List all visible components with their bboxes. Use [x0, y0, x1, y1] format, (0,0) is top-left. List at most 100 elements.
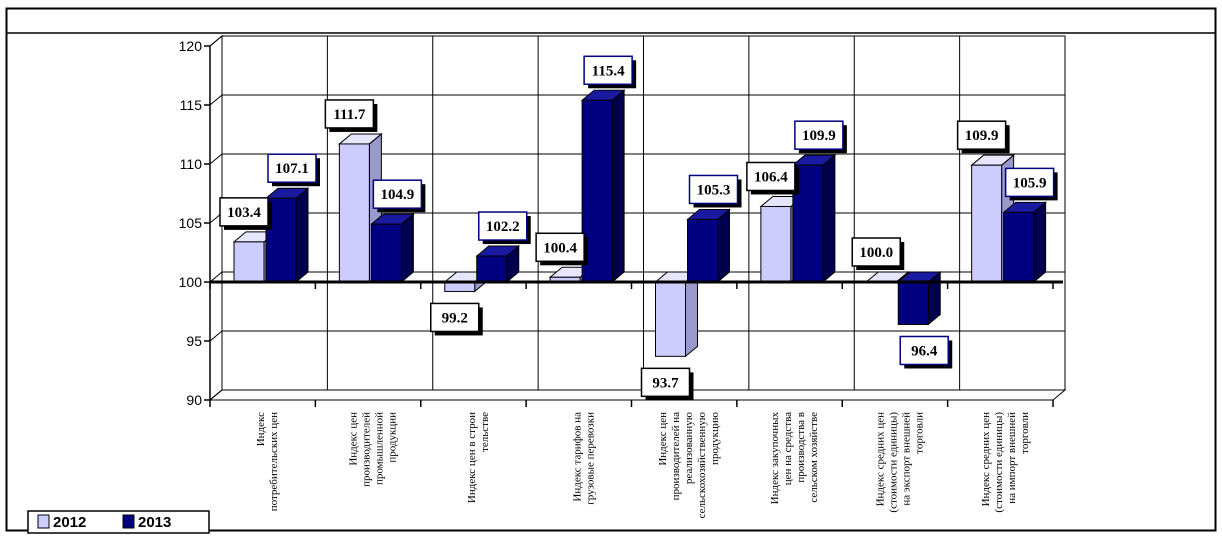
category-label: Индекс тарифов на грузовые перевозки [571, 412, 596, 505]
legend: 2012 2013 [27, 510, 210, 534]
bar-side [611, 89, 625, 284]
data-label-2012: 109.9 [956, 120, 1010, 154]
gridline-side [209, 389, 223, 401]
bar-2012 [654, 270, 699, 358]
data-label-2012: 99.2 [430, 302, 483, 336]
gridline-side [209, 153, 223, 165]
plot-area: 90 95 100 105 110 115 120 103.4 107.1 111.7 104.9 9… [179, 34, 1067, 518]
bar-2013 [896, 270, 942, 326]
legend-box [27, 510, 210, 534]
category-label-line: тельстве [479, 412, 491, 452]
bar-2013 [369, 213, 415, 284]
bar-2013 [791, 154, 837, 284]
data-label-2013: 107.1 [267, 153, 320, 187]
category-label: Индекс цен производителей промышленной прод… [348, 412, 399, 487]
data-label: 115.4 [592, 63, 625, 79]
category-label-line: Индекс тарифов на [571, 412, 583, 502]
bar-2013 [1002, 201, 1048, 284]
data-label-box [324, 99, 375, 129]
bar-2013 [264, 187, 310, 284]
y-tick-label: 95 [186, 333, 202, 349]
category-label-line: производства в [795, 412, 807, 483]
category-label-line: на импорт внешней [1006, 412, 1018, 504]
category-label-line: Индекс цен [657, 412, 669, 466]
data-label: 96.4 [911, 343, 938, 359]
category-label: Индекс закупочных цен на средства производ… [769, 412, 820, 505]
data-label-2013: 102.2 [478, 211, 531, 245]
y-tick-label: 110 [180, 156, 203, 172]
category-label-line: (стоимости единицы) [887, 412, 899, 513]
category-label-line: промышленной [374, 412, 386, 485]
category-label-line: грузовые перевозки [584, 412, 596, 505]
bar-front [476, 255, 508, 283]
y-tick-label: 120 [179, 38, 203, 54]
data-label-box [583, 55, 633, 86]
data-label-2012: 93.7 [640, 367, 694, 401]
bar-front [687, 218, 718, 283]
data-label: 103.4 [227, 205, 261, 221]
data-label-box [372, 179, 423, 209]
data-label: 105.3 [697, 182, 731, 198]
gridline-side [209, 35, 223, 47]
bar-front [655, 281, 686, 357]
bar-front [370, 223, 402, 283]
legend-label-2013: 2013 [138, 514, 171, 531]
data-label: 104.9 [381, 187, 415, 203]
category-label-line: продукцию [709, 412, 721, 465]
bar-front [897, 281, 929, 325]
data-label: 102.2 [486, 219, 520, 235]
category-label-line: торговли [1019, 412, 1031, 454]
legend-label-2012: 2012 [53, 514, 86, 531]
category-label-line: потребительских цен [268, 412, 280, 511]
data-label-box [535, 232, 585, 263]
category-label-line: производителей на [670, 412, 682, 500]
category-label: Индекс средних цен (стоимости единицы) на … [874, 412, 925, 513]
gridline-side [209, 271, 223, 283]
data-label-2013: 96.4 [899, 335, 953, 369]
data-label-2013: 109.9 [794, 120, 847, 154]
gridline-side [209, 330, 223, 342]
bar-front [760, 205, 792, 283]
data-label-2012: 100.4 [535, 232, 589, 266]
legend-swatch-2013 [122, 514, 135, 529]
floor [208, 389, 1067, 401]
data-label: 93.7 [652, 375, 679, 391]
bar-side [1033, 201, 1047, 284]
bar-2013 [686, 208, 731, 284]
category-label-line: Индекс средних цен [980, 412, 992, 507]
y-tick-label: 115 [180, 97, 203, 113]
data-label-2012: 106.4 [746, 161, 799, 195]
category-label-line: производителей [361, 412, 373, 487]
category-label-line: Индекс средних цен [874, 412, 886, 507]
category-label-line: торговли [913, 412, 925, 454]
data-label-box [688, 174, 739, 205]
category-label: Индекс цен производителей на реализованную… [657, 412, 721, 518]
bar-side [400, 213, 414, 284]
legend-swatch-2012 [37, 514, 50, 529]
data-label-2013: 105.9 [1004, 167, 1058, 201]
gridline-side [209, 94, 223, 106]
data-label-2012: 111.7 [324, 99, 378, 132]
category-label-line: (стоимости единицы) [993, 412, 1005, 513]
data-label-2012: 100.0 [851, 237, 905, 270]
bar-side [295, 187, 309, 284]
bar-side [717, 208, 730, 284]
bar-2013 [580, 89, 626, 284]
data-label: 111.7 [333, 107, 366, 123]
data-label-box [794, 120, 844, 150]
data-label: 107.1 [275, 161, 309, 177]
category-label-line: сельском хозяйстве [808, 412, 820, 503]
y-tick-label: 90 [186, 392, 202, 408]
bar-side [685, 270, 698, 358]
bar-front [971, 164, 1003, 283]
data-label-box [430, 302, 480, 333]
data-label-box [267, 153, 317, 183]
data-label-box [899, 335, 949, 366]
bar-front [1003, 211, 1035, 283]
data-label: 109.9 [965, 128, 999, 144]
category-label: Индекс потребительских цен [255, 412, 280, 511]
category-label: Индекс средних цен (стоимости единицы) на … [980, 412, 1031, 513]
data-label: 99.2 [442, 310, 468, 326]
data-label-box [219, 197, 269, 227]
data-label: 105.9 [1013, 175, 1047, 191]
